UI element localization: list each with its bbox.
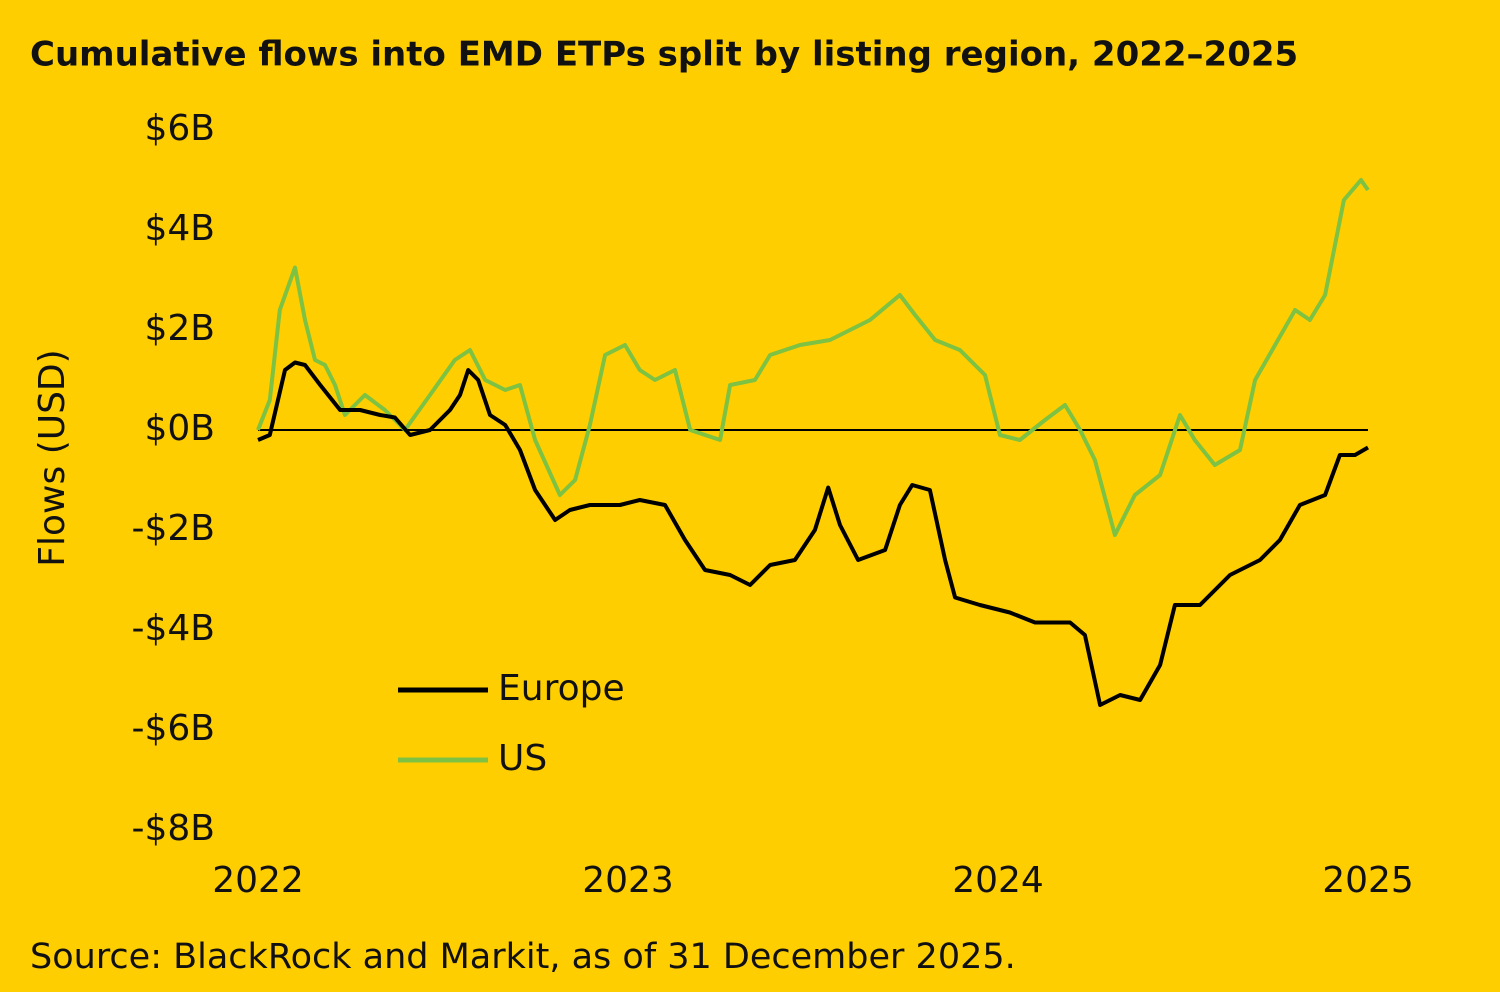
legend-label: Europe: [498, 668, 625, 709]
y-tick-label: -$2B: [132, 508, 216, 549]
y-tick-label: -$8B: [132, 808, 216, 849]
y-tick-label: $0B: [144, 408, 215, 449]
series-line: [256, 178, 1370, 537]
x-tick-label: 2024: [952, 860, 1044, 901]
x-tick-label: 2023: [582, 860, 674, 901]
source-note: Source: BlackRock and Markit, as of 31 D…: [30, 937, 1016, 977]
y-tick-label: -$4B: [132, 608, 216, 649]
series-line: [257, 360, 1369, 707]
x-tick-label: 2025: [1322, 860, 1414, 901]
y-axis-label: Flows (USD): [32, 349, 73, 566]
y-tick-label: $2B: [144, 308, 215, 349]
chart-title: Cumulative flows into EMD ETPs split by …: [30, 35, 1298, 75]
legend-label: US: [498, 738, 547, 779]
y-tick-label: $6B: [144, 108, 215, 149]
y-tick-label: -$6B: [132, 708, 216, 749]
x-tick-label: 2022: [212, 860, 304, 901]
y-tick-label: $4B: [144, 208, 215, 249]
